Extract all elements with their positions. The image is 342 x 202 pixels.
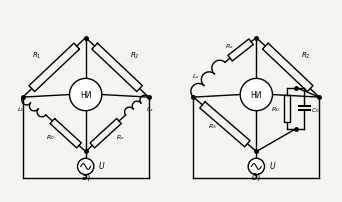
Text: $R_3$: $R_3$ bbox=[208, 121, 216, 130]
Text: $R_0$: $R_0$ bbox=[47, 133, 55, 142]
Text: $L_0$: $L_0$ bbox=[17, 104, 25, 113]
Text: $a)$: $a)$ bbox=[81, 170, 91, 182]
Circle shape bbox=[248, 159, 264, 175]
Text: $R_x$: $R_x$ bbox=[116, 133, 125, 142]
Text: $L_x$: $L_x$ bbox=[192, 72, 200, 80]
Text: $U$: $U$ bbox=[98, 159, 106, 170]
Text: $R_1$: $R_1$ bbox=[32, 50, 41, 60]
Text: НИ: НИ bbox=[251, 91, 262, 100]
Text: $R_2$: $R_2$ bbox=[301, 50, 311, 60]
Text: $\delta)$: $\delta)$ bbox=[251, 170, 261, 182]
Text: $L_x$: $L_x$ bbox=[146, 104, 154, 113]
Text: $R_0$: $R_0$ bbox=[272, 104, 280, 113]
Text: $C_0$: $C_0$ bbox=[311, 106, 319, 115]
Text: $R_2$: $R_2$ bbox=[130, 50, 140, 60]
Text: $R_x$: $R_x$ bbox=[225, 42, 235, 50]
Circle shape bbox=[69, 79, 102, 111]
Circle shape bbox=[78, 159, 94, 175]
Circle shape bbox=[240, 79, 273, 111]
Text: НИ: НИ bbox=[80, 91, 91, 100]
Text: $U$: $U$ bbox=[269, 159, 276, 170]
